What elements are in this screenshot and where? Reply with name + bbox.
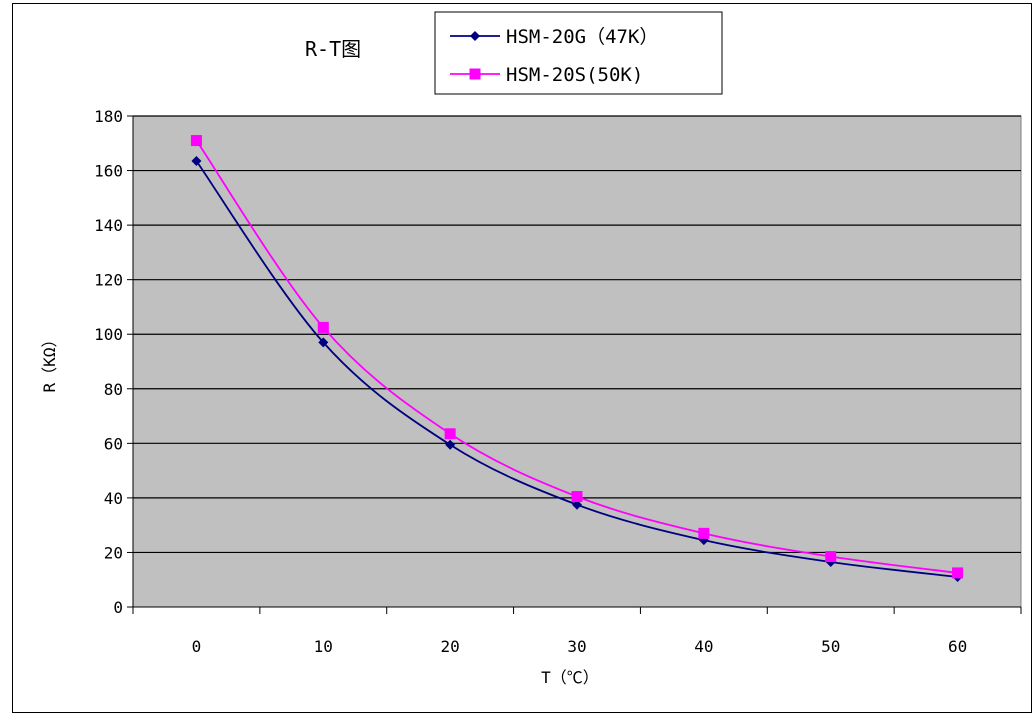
x-axis-label: T（℃）: [541, 668, 599, 687]
x-tick-label: 30: [567, 637, 586, 656]
chart-title: R-T图: [305, 37, 361, 61]
data-point: [445, 439, 456, 450]
y-tick-label: 20: [104, 543, 123, 562]
x-tick-label: 40: [694, 637, 713, 656]
legend: HSM-20G（47K） HSM-20S(50K): [434, 11, 723, 95]
x-tick-label: 0: [192, 637, 202, 656]
data-point: [571, 491, 583, 503]
y-tick-label: 60: [104, 434, 123, 453]
y-tick-label: 180: [94, 107, 123, 126]
data-point: [572, 499, 582, 510]
y-tick-label: 40: [104, 489, 123, 508]
data-point: [825, 551, 837, 563]
legend-label: HSM-20G（47K）: [506, 26, 658, 48]
data-point: [698, 527, 710, 539]
x-tick-label: 10: [314, 637, 333, 656]
legend-marker: [469, 68, 481, 80]
legend-entry-1: HSM-20S(50K): [450, 64, 643, 86]
y-tick-label: 160: [94, 162, 123, 181]
series-group: [190, 135, 964, 582]
y-tick-label: 80: [104, 380, 123, 399]
legend-entry-0: HSM-20G（47K）: [450, 26, 658, 48]
x-tick-label: 20: [441, 637, 460, 656]
data-point: [191, 156, 202, 167]
x-axis: 0 10 20 30 40 50 60: [132, 606, 1022, 656]
legend-label: HSM-20S(50K): [506, 64, 643, 86]
plot-area: [132, 115, 1022, 608]
y-tick-label: 100: [94, 325, 123, 344]
y-tick-label: 120: [94, 271, 123, 290]
grid-lines: [133, 115, 1021, 554]
data-point: [318, 337, 329, 348]
legend-marker: [470, 31, 480, 41]
x-tick-label: 60: [948, 637, 967, 656]
data-point: [952, 567, 964, 579]
series-1: [190, 135, 964, 579]
y-axis-label: R（KΩ）: [40, 332, 59, 393]
data-point: [190, 135, 202, 147]
data-point: [444, 428, 456, 440]
x-tick-label: 50: [821, 637, 840, 656]
y-axis: 0 20 40 60 80 100 120 140 160 180: [94, 107, 134, 617]
data-point: [317, 321, 329, 333]
y-tick-label: 140: [94, 216, 123, 235]
y-tick-label: 0: [113, 598, 123, 617]
